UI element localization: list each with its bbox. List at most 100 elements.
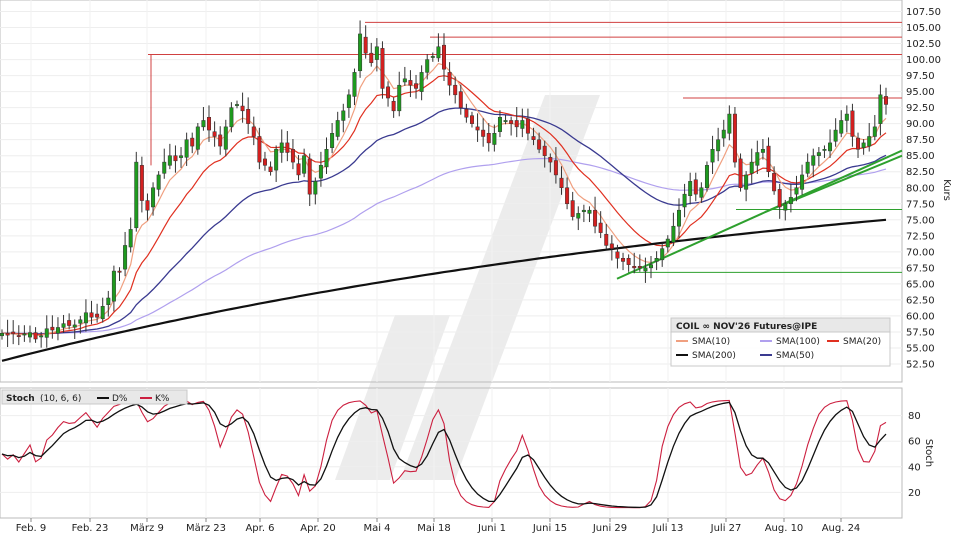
candle-body [856, 137, 861, 150]
candle-body [442, 44, 446, 70]
price-grid [0, 0, 902, 382]
candle-body [553, 160, 558, 176]
candle-body [341, 110, 346, 121]
candle-body [587, 209, 592, 214]
candle-body [408, 80, 413, 86]
candle-body [100, 306, 105, 320]
candle-body [677, 209, 681, 227]
candle-body [481, 129, 486, 137]
candle-body [794, 187, 799, 195]
candle-body [369, 52, 374, 64]
candles [0, 20, 888, 348]
x-tick-label: Juli 27 [710, 523, 742, 534]
candle-body [503, 120, 508, 122]
candle-body [290, 149, 295, 163]
price-panel [0, 0, 903, 383]
sma-200-line [1, 218, 887, 362]
candle-body [425, 59, 430, 73]
candle-body [212, 131, 217, 137]
trend-lines [616, 149, 903, 280]
stoch-tick-label: 60 [908, 437, 921, 448]
candle-body [128, 229, 133, 248]
candle-body [486, 133, 491, 144]
candle-body [744, 174, 749, 190]
candle-body [179, 155, 184, 158]
candle-body [78, 319, 83, 324]
x-tick-label: März 23 [186, 523, 226, 534]
candle-body [760, 149, 765, 153]
candle-body [805, 161, 810, 174]
candle-body [464, 108, 469, 118]
candle-body [492, 133, 497, 145]
candle-body [688, 181, 693, 197]
candle-body [542, 145, 547, 156]
candle-body [693, 179, 698, 195]
x-tick-label: Feb. 23 [72, 523, 109, 534]
y-tick-label: 100.00 [906, 55, 941, 66]
candle-body [604, 233, 609, 246]
price-legend: COIL ∞ NOV'26 Futures@IPE SMA(10) SMA(100… [670, 317, 891, 367]
candle-body [637, 266, 642, 269]
x-tick-label: Apr. 6 [245, 523, 274, 534]
candle-body [55, 327, 60, 334]
candle-body [525, 118, 530, 134]
candle-body [458, 91, 463, 108]
candle-body [749, 161, 754, 174]
candle-body [16, 335, 21, 337]
y-tick-label: 102.50 [906, 39, 941, 50]
x-tick-label: Juni 15 [532, 523, 567, 534]
candle-body [621, 258, 626, 262]
stoch-params: (10, 6, 6) [40, 394, 81, 404]
candle-body [134, 161, 139, 229]
y-tick-label: 70.00 [906, 247, 935, 258]
candle-body [469, 115, 474, 124]
candle-body [833, 129, 838, 142]
price-axis: 52.50 55.00 57.50 60.00 62.50 65.00 67.50 70.00… [906, 7, 941, 371]
candle-body [548, 157, 553, 163]
y-tick-label: 77.50 [906, 199, 935, 210]
candle-body [139, 165, 144, 201]
candle-body [374, 46, 379, 60]
y-tick-label: 80.00 [906, 183, 935, 194]
candle-body [565, 187, 570, 205]
price-axis-label: Kurs [941, 179, 952, 201]
candle-body [307, 158, 312, 195]
y-tick-label: 72.50 [906, 231, 935, 242]
candle-body [123, 245, 128, 270]
candle-body [861, 142, 866, 148]
candle-body [732, 113, 737, 163]
candle-body [800, 174, 805, 190]
trend-line-main [616, 149, 903, 280]
candle-body [117, 270, 122, 273]
candle-body [302, 155, 307, 174]
y-tick-label: 65.00 [906, 279, 935, 290]
candle-body [240, 105, 245, 112]
legend-label: SMA(100) [776, 337, 820, 347]
candle-body [22, 333, 27, 336]
candle-body [436, 46, 441, 59]
candle-body [151, 187, 156, 208]
candle-body [0, 332, 4, 337]
candle-body [419, 72, 424, 92]
candle-body [649, 264, 653, 269]
candle-body [33, 332, 38, 340]
candle-body [632, 266, 637, 269]
candle-body [626, 258, 631, 265]
candle-body [145, 200, 150, 211]
candle-body [531, 136, 536, 140]
candle-body [537, 139, 542, 150]
candle-body [867, 136, 872, 147]
candle-body [246, 108, 251, 124]
y-tick-label: 95.00 [906, 87, 935, 98]
stoch-panel [0, 387, 903, 519]
candle-body [167, 155, 172, 166]
candle-body [27, 332, 32, 338]
candle-body [391, 100, 396, 112]
candle-body [44, 328, 49, 338]
candle-body [397, 84, 402, 112]
candle-body [878, 94, 883, 124]
candle-body [313, 181, 318, 195]
x-tick-label: Mai 4 [363, 523, 390, 534]
candle-body [11, 331, 16, 335]
